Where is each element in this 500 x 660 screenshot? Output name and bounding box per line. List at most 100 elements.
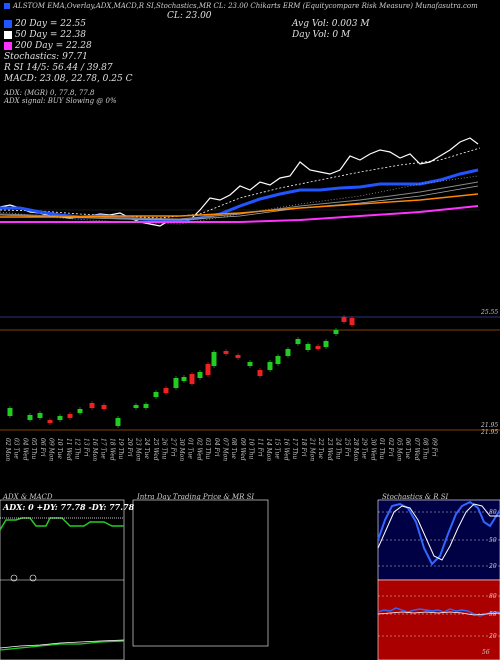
stoch-panel-frame (377, 499, 500, 581)
macd-readout: MACD: 23.08, 22.78, 0.25 C (4, 74, 133, 84)
date-tick: 25 Fri (343, 437, 350, 457)
ema200-label: 200 Day = 22.28 (4, 41, 92, 51)
candlesticks (7, 315, 355, 428)
rsi-blue-line (377, 607, 500, 617)
stoch-tick-20: 20 (488, 563, 497, 570)
stochastics-readout: Stochastics: 97.71 (4, 52, 88, 62)
price-axis-bottom: 21.95 (480, 422, 498, 429)
adx-panel-frame (0, 499, 125, 660)
legend-swatch (4, 3, 10, 9)
macd-green-line (0, 640, 125, 651)
date-tick: 06 Tue (404, 438, 411, 459)
date-tick: 16 Wed (282, 438, 289, 461)
date-tick: 04 Fri (213, 438, 220, 457)
date-tick: 17 Thu (291, 438, 298, 459)
date-tick: 09 Mon (48, 438, 55, 461)
adx-marker-2 (29, 574, 37, 582)
ema-grey-2 (0, 185, 479, 221)
date-axis: 02 Mon 03 Tue 04 Wed 05 Thu 06 Fri 09 Mon 10 T… (4, 437, 437, 461)
date-tick: 02 Mon (4, 438, 11, 461)
price-axis-bottom-2: 21.95 (480, 429, 498, 436)
adx-values: ADX: 0 +DY: 77.78 -DY: 77.78 (3, 502, 135, 512)
date-tick: 11 Fri (256, 438, 263, 457)
stoch-white-line (377, 503, 500, 561)
adx-readout: ADX: (MGR) 0, 77.8, 77.8 (4, 89, 95, 97)
date-tick: 17 Tue (100, 438, 107, 459)
ema50-label: 50 Day = 22.38 (4, 30, 86, 40)
date-tick: 09 Wed (239, 438, 246, 461)
date-tick: 07 Wed (413, 438, 420, 461)
ema-orange-line (0, 193, 479, 218)
date-tick: 15 Tue (274, 438, 281, 459)
date-tick: 27 Fri (169, 437, 176, 457)
rsi-tick-20: 20 (488, 633, 497, 640)
adx-signal-readout: ADX signal: BUY Slowing @ 0% (4, 97, 117, 105)
date-tick: 29 Tue (361, 437, 368, 459)
ema20-swatch (4, 19, 12, 28)
date-tick: 01 Thu (378, 438, 385, 459)
rsi-tick-50: 50 (489, 611, 497, 618)
date-tick: 21 Mon (309, 437, 316, 461)
date-tick: 14 Mon (265, 438, 272, 461)
intraday-panel-title: Intra Day Trading Price & MR SI (137, 493, 255, 501)
date-tick: 24 Thu (335, 437, 342, 459)
intraday-panel-frame (132, 499, 269, 647)
stoch-tick-50: 50 (489, 537, 497, 544)
macd-white-line (0, 639, 125, 649)
date-tick: 03 Thu (204, 438, 211, 459)
date-tick: 23 Mon (135, 437, 142, 461)
adx-green-line (0, 517, 124, 531)
header-line: ALSTOM EMA,Overlay,ADX,MACD,R SI,Stochas… (4, 2, 500, 10)
stoch-panel-title: Stochastics & R SI (382, 493, 449, 501)
stoch-tick-80: 80 (489, 509, 497, 516)
date-tick: 11 Wed (65, 438, 72, 461)
date-tick: 18 Wed (108, 438, 115, 461)
date-tick: 26 Thu (161, 437, 168, 459)
date-tick: 12 Thu (74, 438, 81, 459)
date-tick: 28 Mon (352, 437, 359, 461)
date-tick: 24 Tue (143, 437, 150, 459)
rsi-tick-80: 80 (489, 593, 497, 600)
date-tick: 23 Wed (326, 437, 333, 461)
rsi-readout: R SI 14/5: 56.44 / 39.87 (4, 63, 113, 73)
date-tick: 30 Mon (178, 438, 185, 461)
date-tick: 07 Mon (222, 438, 229, 461)
main-chart: 25.55 21.95 21.95 02 Mon 03 Tue 04 Wed 05 T… (0, 137, 500, 461)
date-tick: 13 Fri (82, 438, 89, 457)
date-tick: 16 Mon (91, 438, 98, 461)
date-tick: 05 Thu (30, 438, 37, 459)
ema20-label: 20 Day = 22.55 (4, 19, 86, 29)
date-tick: 02 Fri (387, 438, 394, 457)
stoch-blue-line (377, 500, 500, 566)
adx-panel-title: ADX & MACD (3, 493, 53, 501)
adx-marker-1 (10, 574, 18, 582)
date-tick: 09 Fri (430, 438, 437, 457)
date-tick: 08 Thu (422, 438, 429, 459)
price-axis-top: 25.55 (480, 309, 498, 316)
date-tick: 30 Wed (369, 438, 376, 461)
date-tick: 06 Fri (39, 438, 46, 457)
ema50-swatch (4, 30, 12, 39)
date-tick: 25 Wed (152, 437, 159, 461)
rsi-panel-frame (377, 579, 500, 660)
date-tick: 04 Wed (21, 438, 28, 461)
date-tick: 01 Tue (187, 438, 194, 459)
date-tick: 18 Fri (300, 438, 307, 457)
ema200-line (0, 205, 479, 223)
avg-volume: Avg Vol: 0.003 M (292, 19, 370, 29)
date-tick: 10 Tue (56, 438, 63, 459)
date-tick: 02 Wed (195, 438, 202, 461)
date-tick: 19 Thu (117, 438, 124, 459)
date-tick: 22 Tue (317, 437, 324, 459)
day-volume: Day Vol: 0 M (292, 30, 351, 40)
date-tick: 20 Fri (126, 437, 133, 457)
ema200-swatch (4, 41, 12, 50)
rsi-white-line (377, 611, 500, 616)
close-price: CL: 23.00 (167, 11, 212, 21)
ema50-line (0, 147, 481, 219)
rsi-current-value: 56 (482, 649, 490, 656)
date-tick: 08 Tue (230, 438, 237, 459)
date-tick: 10 Thu (248, 438, 255, 459)
date-tick: 03 Tue (13, 438, 20, 459)
date-tick: 05 Mon (396, 438, 403, 461)
